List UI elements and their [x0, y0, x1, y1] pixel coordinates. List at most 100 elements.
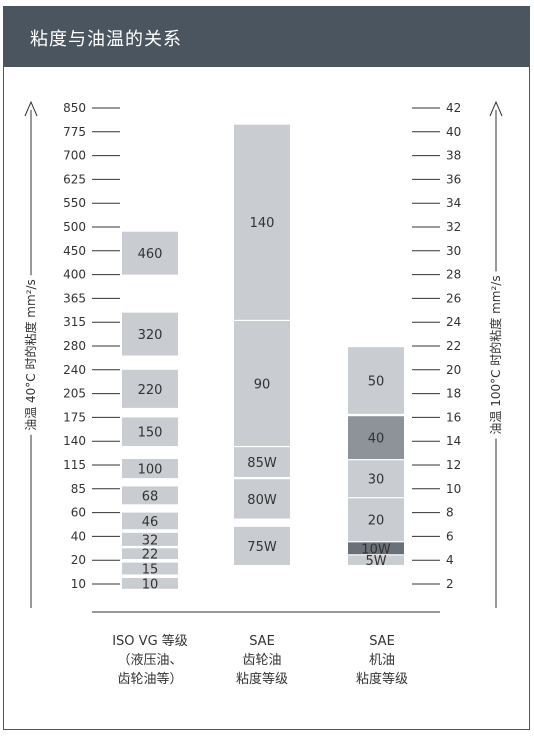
- bar-label-100: 100: [138, 463, 163, 478]
- left-axis-title: 油温 40°C 时的粘度 mm²/s: [23, 279, 38, 431]
- right-tick-label: 36: [446, 172, 461, 186]
- left-tick-label: 40: [71, 529, 86, 543]
- category-label: 机油: [369, 653, 395, 668]
- right-tick-label: 10: [446, 482, 461, 496]
- bar-label-22: 22: [142, 548, 159, 563]
- left-arrow-head: [24, 100, 38, 117]
- right-tick-label: 28: [446, 268, 461, 282]
- bar-label-30: 30: [368, 473, 385, 488]
- right-tick-label: 4: [446, 553, 454, 567]
- bar-150: [122, 417, 178, 446]
- category-label: ISO VG 等级: [112, 633, 188, 649]
- left-tick-label: 115: [63, 458, 86, 472]
- bar-10: [122, 578, 178, 589]
- bar-85W: [234, 447, 290, 477]
- right-tick-label: 30: [446, 244, 461, 258]
- left-tick-label: 205: [63, 387, 86, 401]
- bar-label-10: 10: [142, 577, 159, 592]
- chart-title: 粘度与油温的关系: [30, 29, 182, 50]
- bar-label-85W: 85W: [247, 456, 277, 471]
- bar-460: [122, 231, 178, 275]
- bar-label-15: 15: [142, 563, 159, 578]
- right-tick-label: 24: [446, 315, 461, 329]
- left-tick-label: 315: [63, 315, 86, 329]
- axis-title-backing: [488, 271, 504, 439]
- bar-140: [234, 124, 290, 320]
- bar-320: [122, 312, 178, 356]
- bar-label-20: 20: [368, 514, 385, 529]
- right-tick-label: 40: [446, 125, 461, 139]
- bar-label-90: 90: [254, 377, 271, 392]
- right-tick-label: 38: [446, 149, 461, 163]
- bar-90: [234, 321, 290, 446]
- left-tick-label: 700: [63, 149, 86, 163]
- bar-46: [122, 512, 178, 530]
- bar-32: [122, 532, 178, 546]
- left-tick-label: 10: [71, 577, 86, 591]
- bar-100: [122, 459, 178, 479]
- left-tick-label: 175: [63, 410, 86, 424]
- right-tick-label: 6: [446, 529, 454, 543]
- left-tick-label: 450: [63, 244, 86, 258]
- bar-22: [122, 548, 178, 560]
- category-label: SAE: [369, 634, 395, 649]
- right-tick-label: 2: [446, 577, 454, 591]
- right-tick-label: 34: [446, 196, 461, 210]
- bar-label-5W: 5W: [365, 554, 386, 569]
- bar-label-68: 68: [142, 489, 159, 504]
- bar-40: [348, 416, 404, 460]
- bar-15: [122, 562, 178, 575]
- axis-title-backing: [23, 275, 39, 435]
- left-tick-label: 850: [63, 101, 86, 115]
- bar-20: [348, 498, 404, 542]
- bar-75W: [234, 526, 290, 565]
- category-label: （液压油、: [117, 653, 182, 668]
- left-tick-label: 550: [63, 196, 86, 210]
- left-tick-label: 365: [63, 291, 86, 305]
- bar-label-220: 220: [138, 383, 163, 398]
- left-tick-label: 140: [63, 434, 86, 448]
- category-label: 粘度等级: [356, 671, 408, 687]
- bar-label-40: 40: [368, 432, 385, 447]
- bar-5W: [348, 555, 404, 565]
- bar-30: [348, 460, 404, 498]
- left-tick-label: 240: [63, 363, 86, 377]
- category-label: 粘度等级: [236, 671, 288, 687]
- left-tick-label: 775: [63, 125, 86, 139]
- right-tick-label: 14: [446, 434, 461, 448]
- bar-80W: [234, 479, 290, 519]
- bar-68: [122, 486, 178, 505]
- right-tick-label: 16: [446, 410, 461, 424]
- bar-label-75W: 75W: [247, 540, 277, 555]
- right-axis-title: 油温 100°C 时的粘度 mm²/s: [488, 275, 503, 434]
- right-arrow-head: [489, 100, 503, 117]
- bar-label-460: 460: [138, 247, 163, 262]
- bar-220: [122, 369, 178, 408]
- left-tick-label: 400: [63, 268, 86, 282]
- bar-label-140: 140: [250, 216, 275, 231]
- bar-50: [348, 347, 404, 414]
- category-label: 齿轮油等）: [117, 671, 182, 687]
- category-label: SAE: [249, 634, 275, 649]
- bar-label-50: 50: [368, 375, 385, 390]
- left-tick-label: 625: [63, 172, 86, 186]
- left-tick-label: 85: [71, 482, 86, 496]
- right-tick-label: 32: [446, 220, 461, 234]
- right-tick-label: 12: [446, 458, 461, 472]
- left-tick-label: 500: [63, 220, 86, 234]
- bar-label-150: 150: [138, 426, 163, 441]
- bar-label-46: 46: [142, 515, 159, 530]
- right-tick-label: 42: [446, 101, 461, 115]
- bar-10W: [348, 542, 404, 555]
- right-tick-label: 18: [446, 387, 461, 401]
- bar-label-320: 320: [138, 328, 163, 343]
- bar-label-10W: 10W: [361, 542, 391, 557]
- bar-label-32: 32: [142, 533, 159, 548]
- right-tick-label: 22: [446, 339, 461, 353]
- right-tick-label: 26: [446, 291, 461, 305]
- left-tick-label: 60: [71, 506, 86, 520]
- right-tick-label: 8: [446, 506, 454, 520]
- category-label: 齿轮油: [242, 653, 281, 668]
- left-tick-label: 280: [63, 339, 86, 353]
